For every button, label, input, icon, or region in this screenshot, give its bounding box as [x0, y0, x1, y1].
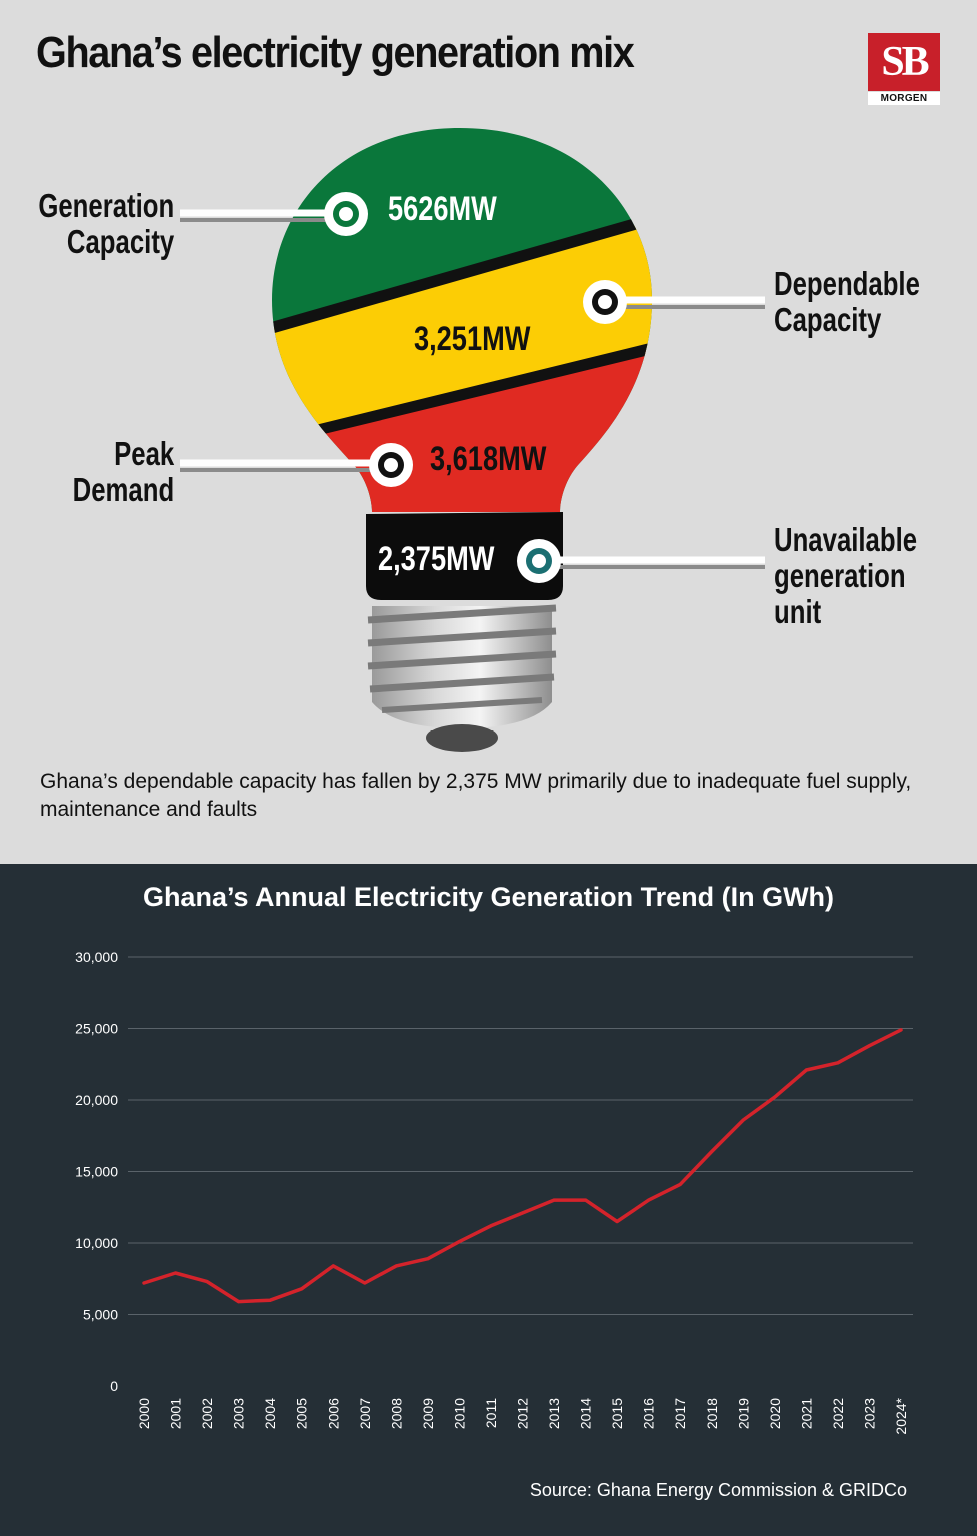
callout-markers — [324, 192, 627, 583]
logo-initials: SB — [868, 33, 940, 91]
x-tick-label: 2012 — [515, 1398, 531, 1429]
x-tick-label: 2018 — [704, 1398, 720, 1429]
value-generation-capacity: 5626MW — [388, 190, 497, 228]
x-tick-label: 2007 — [357, 1398, 373, 1429]
x-tick-label: 2003 — [231, 1398, 247, 1429]
x-tick-label: 2005 — [294, 1398, 310, 1429]
x-tick-label: 2017 — [672, 1398, 688, 1429]
data-point — [363, 1281, 367, 1285]
x-tick-label: 2015 — [609, 1398, 625, 1429]
data-point — [174, 1271, 178, 1275]
divider-line-bottom — [272, 338, 652, 452]
x-tick-label: 2023 — [861, 1398, 877, 1429]
x-tick-label: 2001 — [168, 1398, 184, 1429]
x-tick-label: 2011 — [483, 1398, 499, 1428]
data-point — [426, 1257, 430, 1261]
y-tick-label: 30,000 — [75, 949, 118, 965]
data-point — [678, 1182, 682, 1186]
data-point — [804, 1068, 808, 1072]
x-tick-label: 2014 — [578, 1398, 594, 1429]
data-point — [647, 1198, 651, 1202]
data-point — [584, 1198, 588, 1202]
label-generation-capacity: Generation Capacity — [38, 187, 174, 260]
data-point — [331, 1264, 335, 1268]
y-tick-label: 20,000 — [75, 1092, 118, 1108]
value-peak-demand: 3,618MW — [430, 440, 547, 478]
data-point — [710, 1149, 714, 1153]
data-point — [205, 1280, 209, 1284]
chart-title: Ghana’s Annual Electricity Generation Tr… — [142, 882, 835, 912]
data-point — [899, 1028, 903, 1032]
x-tick-label: 2021 — [798, 1398, 814, 1429]
value-dependable-capacity: 3,251MW — [414, 320, 531, 358]
y-tick-label: 5,000 — [83, 1307, 118, 1323]
data-point — [268, 1298, 272, 1302]
data-point — [394, 1264, 398, 1268]
label-dependable-capacity: Dependable Capacity — [774, 265, 920, 338]
y-tick-label: 25,000 — [75, 1021, 118, 1037]
callout-connectors — [180, 209, 765, 569]
value-unavailable-generation: 2,375MW — [378, 540, 495, 578]
sb-morgen-logo: SB MORGEN — [868, 33, 940, 105]
data-point — [867, 1044, 871, 1048]
series-line-generation — [142, 1028, 903, 1304]
label-peak-demand: Peak Demand — [72, 435, 174, 508]
y-tick-label: 0 — [110, 1378, 118, 1394]
data-point — [521, 1211, 524, 1215]
data-point — [300, 1287, 304, 1291]
x-tick-label: 2009 — [420, 1398, 436, 1429]
y-tick-label: 10,000 — [75, 1235, 118, 1251]
y-tick-label: 15,000 — [75, 1164, 118, 1180]
x-tick-label: 2002 — [199, 1398, 215, 1429]
data-point — [836, 1061, 840, 1065]
marker-dependable-capacity — [583, 280, 627, 324]
segment-unavailable-generation — [366, 512, 563, 600]
x-tick-label: 2006 — [325, 1398, 341, 1429]
data-point — [142, 1281, 146, 1285]
data-point — [741, 1118, 745, 1122]
x-tick-label: 2019 — [735, 1398, 751, 1429]
x-tick-label: 2008 — [388, 1398, 404, 1429]
marker-peak-demand — [369, 443, 413, 487]
x-tick-label: 2016 — [641, 1398, 657, 1429]
marker-generation-capacity — [324, 192, 368, 236]
data-point — [773, 1095, 777, 1099]
data-point — [615, 1220, 619, 1224]
segment-dependable-capacity — [272, 215, 652, 442]
data-point — [489, 1224, 493, 1228]
x-tick-label: 2000 — [136, 1398, 152, 1429]
x-tick-label: 2013 — [546, 1398, 562, 1429]
label-unavailable-generation: Unavailable generation unit — [774, 521, 918, 630]
page-title: Ghana’s electricity generation mix — [36, 28, 635, 77]
light-bulb-illustration — [180, 128, 765, 752]
x-tick-label: 2020 — [767, 1398, 783, 1429]
bulb-screw-base — [367, 604, 557, 752]
x-tick-label: 2022 — [830, 1398, 846, 1429]
data-point — [237, 1300, 241, 1304]
divider-line-top — [272, 208, 652, 340]
data-point — [552, 1198, 556, 1202]
logo-text: MORGEN — [868, 92, 940, 105]
x-tick-label: 2024* — [893, 1397, 909, 1434]
source-note: Source: Ghana Energy Commission & GRIDCo — [529, 1480, 907, 1500]
x-tick-label: 2010 — [451, 1398, 467, 1429]
chart-panel — [0, 864, 977, 1536]
bulb-caption: Ghana’s dependable capacity has fallen b… — [40, 770, 912, 821]
data-point — [457, 1240, 461, 1244]
x-tick-label: 2004 — [262, 1398, 278, 1429]
marker-unavailable-generation — [517, 539, 561, 583]
